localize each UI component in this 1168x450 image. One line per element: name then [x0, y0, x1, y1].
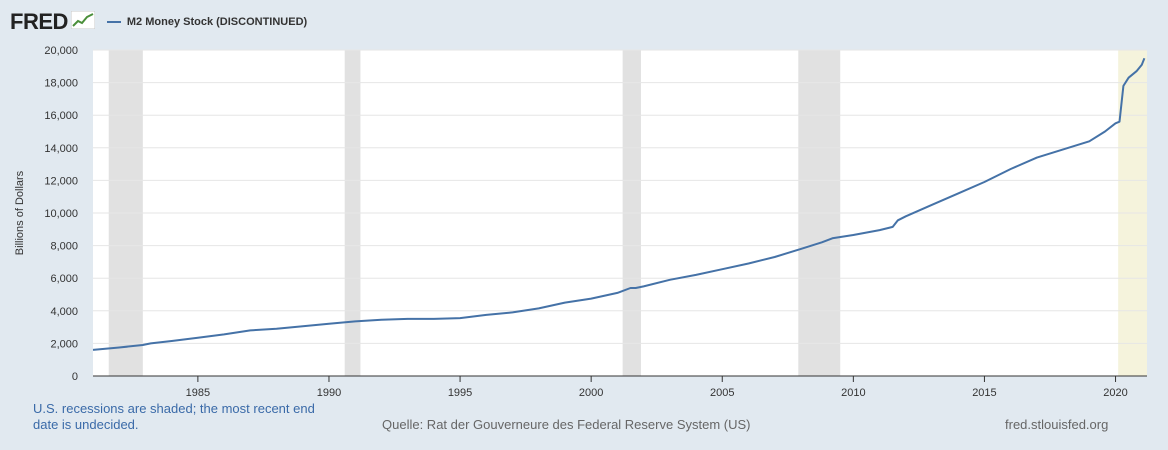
- y-tick-label: 18,000: [44, 78, 78, 90]
- x-tick-label: 2020: [1103, 387, 1127, 399]
- line-chart[interactable]: 0 2,000 4,000 6,000 8,000 10,000 12,000 14,000 1…: [0, 0, 1168, 400]
- y-axis-label: Billions of Dollars: [14, 170, 26, 255]
- y-tick-label: 16,000: [44, 110, 78, 122]
- x-tick-label: 1990: [317, 387, 341, 399]
- y-tick-label: 12,000: [44, 175, 78, 187]
- series-line[interactable]: [92, 57, 1146, 351]
- y-tick-label: 10,000: [44, 208, 78, 220]
- x-tick-label: 2015: [972, 387, 996, 399]
- y-tick-label: 6,000: [50, 273, 78, 285]
- x-tick-label: 2010: [841, 387, 865, 399]
- fred-logo[interactable]: FRED: [10, 9, 68, 34]
- y-tick-label: 14,000: [44, 143, 78, 155]
- x-tick-label: 1985: [186, 387, 210, 399]
- x-tick-label: 2005: [710, 387, 734, 399]
- fred-url-link[interactable]: fred.stlouisfed.org: [1005, 417, 1109, 432]
- y-tick-label: 2,000: [50, 338, 78, 350]
- y-tick-label: 20,000: [44, 45, 78, 57]
- legend-label: M2 Money Stock (DISCONTINUED): [126, 16, 308, 28]
- x-tick-label: 1995: [448, 387, 472, 399]
- y-tick-label: 4,000: [50, 306, 78, 318]
- legend-swatch: [106, 21, 121, 23]
- legend[interactable]: M2 Money Stock (DISCONTINUED): [106, 16, 308, 28]
- recession-note: U.S. recessions are shaded; the most rec…: [33, 401, 315, 432]
- source-label: Quelle: Rat der Gouverneure des Federal …: [382, 417, 751, 432]
- y-tick-label: 8,000: [50, 241, 78, 253]
- chart-header: FRED M2 Money Stock (DISCONTINUED): [10, 8, 307, 36]
- x-tick-label: 2000: [579, 387, 603, 399]
- y-tick-label: 0: [72, 371, 78, 383]
